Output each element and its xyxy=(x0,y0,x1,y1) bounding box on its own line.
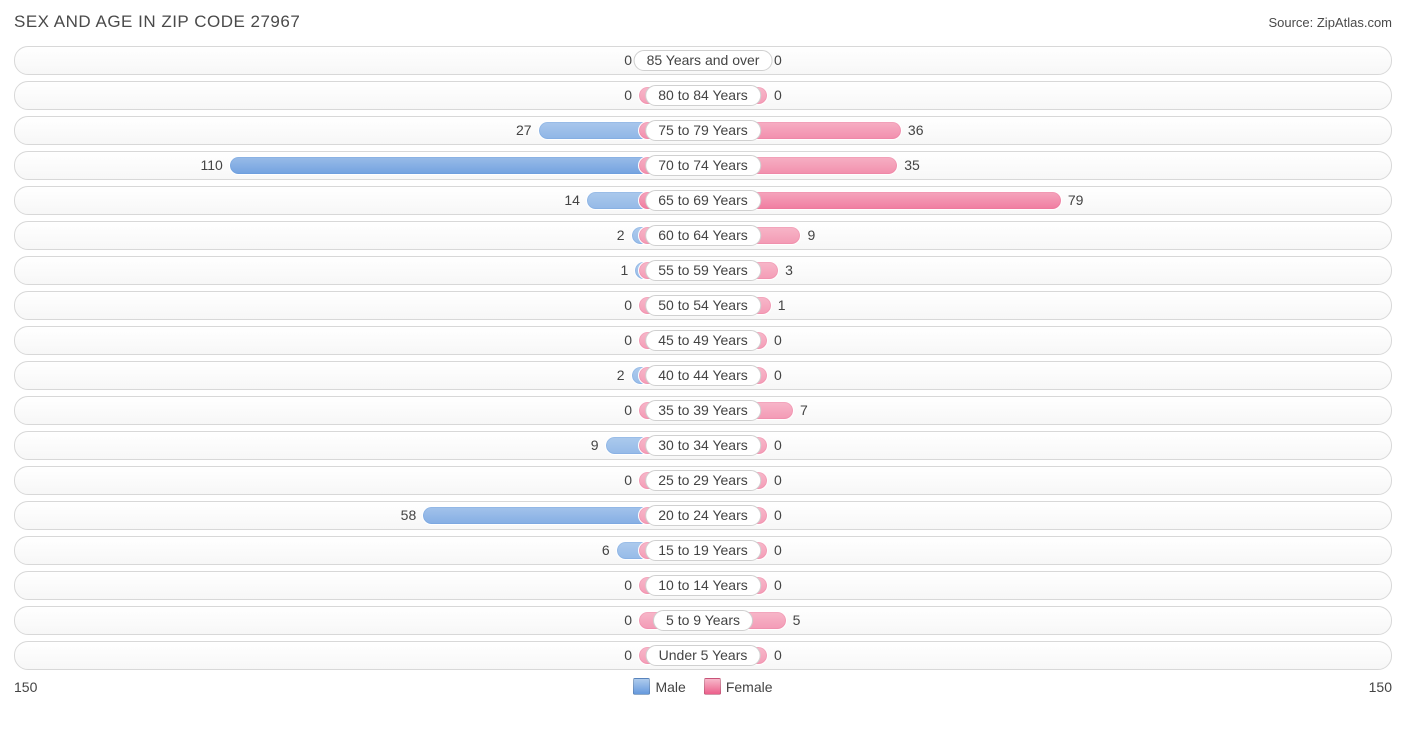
age-category-label: 5 to 9 Years xyxy=(653,610,753,631)
pyramid-row: 0 0 80 to 84 Years xyxy=(14,81,1392,110)
female-value: 79 xyxy=(1068,191,1084,210)
axis-label-left: 150 xyxy=(14,679,54,695)
female-value: 0 xyxy=(774,471,782,490)
female-value: 0 xyxy=(774,51,782,70)
age-category-label: 55 to 59 Years xyxy=(645,260,761,281)
male-value: 2 xyxy=(617,366,625,385)
female-value: 35 xyxy=(904,156,920,175)
pyramid-row: 0 0 Under 5 Years xyxy=(14,641,1392,670)
age-category-label: 65 to 69 Years xyxy=(645,190,761,211)
age-category-label: 20 to 24 Years xyxy=(645,505,761,526)
male-value: 58 xyxy=(401,506,417,525)
age-category-label: 40 to 44 Years xyxy=(645,365,761,386)
pyramid-row: 14 79 65 to 69 Years xyxy=(14,186,1392,215)
chart-header: SEX AND AGE IN ZIP CODE 27967 Source: Zi… xyxy=(14,12,1392,32)
pyramid-row: 2 9 60 to 64 Years xyxy=(14,221,1392,250)
pyramid-row: 58 0 20 to 24 Years xyxy=(14,501,1392,530)
male-value: 0 xyxy=(624,296,632,315)
axis-label-right: 150 xyxy=(1352,679,1392,695)
chart-footer: 150 Male Female 150 xyxy=(14,678,1392,695)
age-category-label: 30 to 34 Years xyxy=(645,435,761,456)
legend-label-male: Male xyxy=(655,679,685,695)
chart-title: SEX AND AGE IN ZIP CODE 27967 xyxy=(14,12,300,32)
pyramid-row: 0 7 35 to 39 Years xyxy=(14,396,1392,425)
female-value: 0 xyxy=(774,541,782,560)
female-value: 1 xyxy=(778,296,786,315)
male-value: 0 xyxy=(624,646,632,665)
population-pyramid: 0085 Years and over0080 to 84 Years27367… xyxy=(14,46,1392,670)
pyramid-row: 1 3 55 to 59 Years xyxy=(14,256,1392,285)
female-value: 5 xyxy=(793,611,801,630)
pyramid-row: 0 0 10 to 14 Years xyxy=(14,571,1392,600)
female-value: 7 xyxy=(800,401,808,420)
male-value: 9 xyxy=(591,436,599,455)
male-value: 27 xyxy=(516,121,532,140)
legend-item-female: Female xyxy=(704,678,773,695)
female-value: 3 xyxy=(785,261,793,280)
female-value: 0 xyxy=(774,436,782,455)
chart-container: SEX AND AGE IN ZIP CODE 27967 Source: Zi… xyxy=(0,0,1406,703)
female-value: 36 xyxy=(908,121,924,140)
male-value: 0 xyxy=(624,51,632,70)
age-category-label: 15 to 19 Years xyxy=(645,540,761,561)
female-value: 0 xyxy=(774,86,782,105)
male-value: 0 xyxy=(624,611,632,630)
pyramid-row: 6 0 15 to 19 Years xyxy=(14,536,1392,565)
male-value: 0 xyxy=(624,401,632,420)
female-value: 0 xyxy=(774,576,782,595)
male-value: 0 xyxy=(624,331,632,350)
pyramid-row: 0 1 50 to 54 Years xyxy=(14,291,1392,320)
age-category-label: 75 to 79 Years xyxy=(645,120,761,141)
age-category-label: 25 to 29 Years xyxy=(645,470,761,491)
female-value: 0 xyxy=(774,331,782,350)
age-category-label: 70 to 74 Years xyxy=(645,155,761,176)
pyramid-row: 9 0 30 to 34 Years xyxy=(14,431,1392,460)
age-category-label: 10 to 14 Years xyxy=(645,575,761,596)
male-value: 110 xyxy=(200,156,222,175)
female-swatch-icon xyxy=(704,678,721,695)
pyramid-row: 27 36 75 to 79 Years xyxy=(14,116,1392,145)
pyramid-row: 0 0 45 to 49 Years xyxy=(14,326,1392,355)
age-category-label: 50 to 54 Years xyxy=(645,295,761,316)
male-swatch-icon xyxy=(633,678,650,695)
chart-source: Source: ZipAtlas.com xyxy=(1268,15,1392,30)
male-value: 1 xyxy=(620,261,628,280)
female-value: 0 xyxy=(774,506,782,525)
age-category-label: 60 to 64 Years xyxy=(645,225,761,246)
legend-item-male: Male xyxy=(633,678,685,695)
female-value: 0 xyxy=(774,646,782,665)
pyramid-row: 0 5 5 to 9 Years xyxy=(14,606,1392,635)
age-category-label: 45 to 49 Years xyxy=(645,330,761,351)
male-value: 0 xyxy=(624,86,632,105)
male-value: 14 xyxy=(564,191,580,210)
female-value: 0 xyxy=(774,366,782,385)
pyramid-row: 2 0 40 to 44 Years xyxy=(14,361,1392,390)
male-value: 0 xyxy=(624,576,632,595)
age-category-label: 80 to 84 Years xyxy=(645,85,761,106)
pyramid-row: 0 0 25 to 29 Years xyxy=(14,466,1392,495)
age-category-label: Under 5 Years xyxy=(646,645,761,666)
chart-legend: Male Female xyxy=(633,678,772,695)
male-value: 0 xyxy=(624,471,632,490)
age-category-label: 35 to 39 Years xyxy=(645,400,761,421)
male-value: 6 xyxy=(602,541,610,560)
age-category-label: 85 Years and over xyxy=(634,50,773,71)
legend-label-female: Female xyxy=(726,679,773,695)
pyramid-row: 110 35 70 to 74 Years xyxy=(14,151,1392,180)
pyramid-row: 0 085 Years and over xyxy=(14,46,1392,75)
female-value: 9 xyxy=(807,226,815,245)
male-value: 2 xyxy=(617,226,625,245)
